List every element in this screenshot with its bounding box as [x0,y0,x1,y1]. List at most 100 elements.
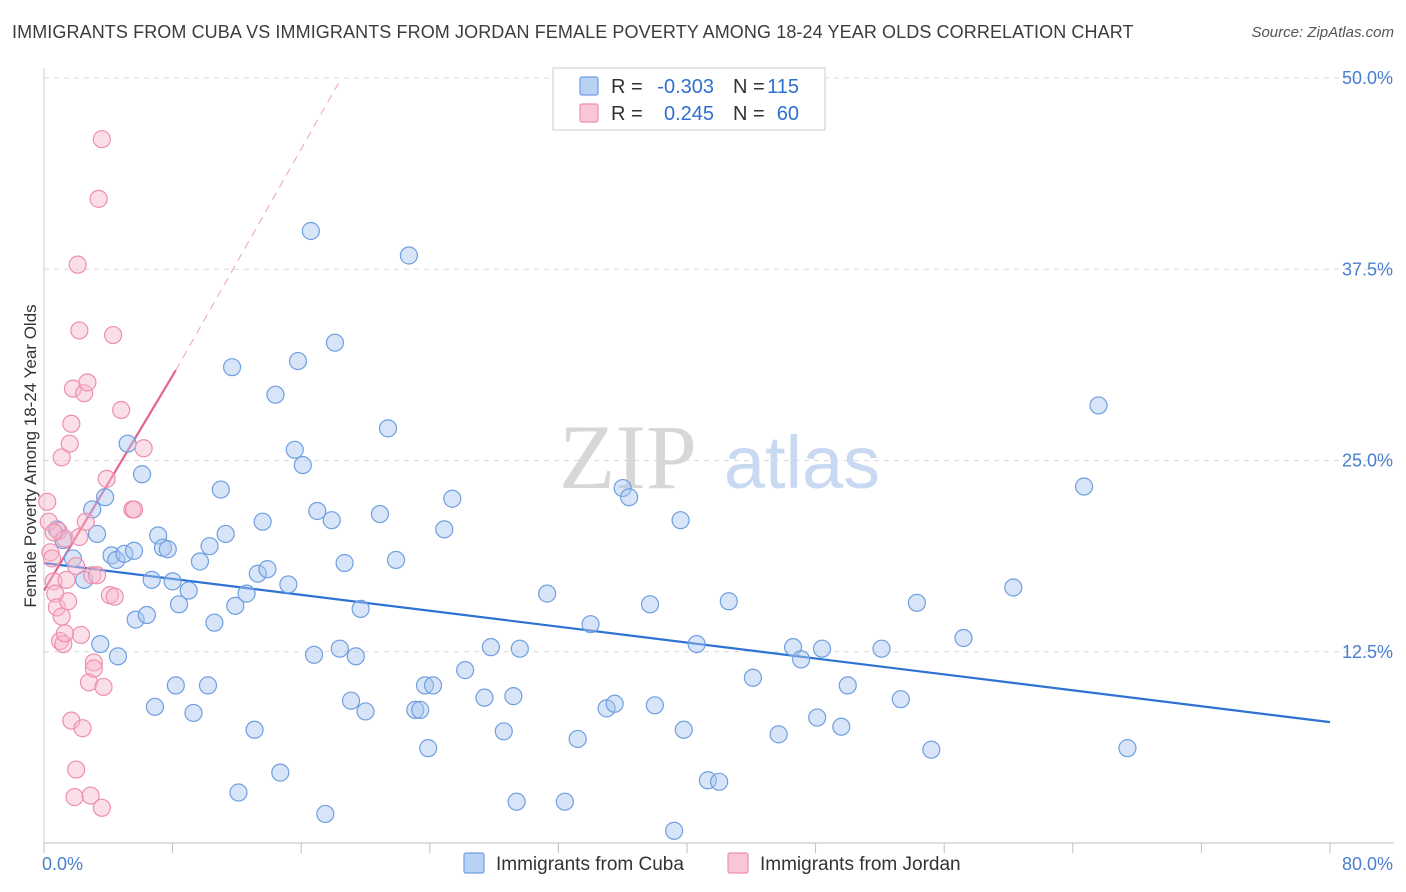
data-points [38,130,1137,840]
legend-n-value-cuba: 115 [767,76,799,98]
cuba-point-39 [253,512,272,531]
cuba-point-90 [687,634,706,654]
cuba-point-55 [341,691,361,710]
jordan-point-25 [73,719,92,738]
cuba-point-25 [179,581,198,600]
x-tick-label-max: 80.0% [1342,854,1393,874]
cuba-point-14 [126,610,145,629]
cuba-trend-line [43,561,1331,724]
cuba-point-76 [510,639,529,658]
cuba-point-59 [370,504,390,524]
cuba-point-100 [832,717,851,736]
cuba-point-29 [200,537,219,556]
cuba-point-11 [118,434,137,453]
cuba-point-62 [399,246,419,265]
series-legend-label-cuba: Immigrants from Cuba [496,854,684,875]
cuba-point-79 [568,729,587,749]
jordan-point-20 [67,760,86,779]
cuba-point-73 [494,722,513,741]
cuba-point-31 [211,480,230,499]
jordan-point-41 [105,587,124,606]
trend-lines [43,77,1331,724]
series-legend-swatch-cuba [463,852,485,874]
cuba-point-105 [922,740,941,759]
jordan-point-16 [62,414,81,433]
jordan-point-37 [94,677,113,697]
jordan-point-48 [55,624,74,643]
cuba-point-61 [386,550,406,570]
cuba-point-44 [285,440,304,459]
source-note: Source: ZipAtlas.com [1251,24,1394,41]
y-tick-label-2: 37.5% [1342,259,1393,279]
cuba-point-110 [1118,739,1137,758]
jordan-point-30 [81,786,100,805]
y-tick-label-1: 25.0% [1342,451,1393,471]
cuba-point-70 [456,661,475,680]
cuba-point-80 [581,615,600,634]
cuba-point-102 [872,639,891,658]
jordan-point-44 [124,500,144,519]
cuba-point-94 [743,668,763,687]
jordan-point-10 [52,607,71,626]
jordan-point-14 [59,592,78,611]
jordan-point-26 [75,384,94,403]
legend-swatch-cuba [579,76,599,96]
cuba-point-66 [419,739,438,758]
cuba-point-53 [330,639,349,658]
cuba-point-85 [640,595,660,614]
jordan-point-31 [83,566,102,585]
cuba-point-49 [308,501,327,521]
jordan-point-1 [39,512,58,531]
cuba-point-77 [538,584,557,603]
legend-r-value-cuba: -0.303 [657,76,714,98]
cuba-point-37 [245,720,264,739]
jordan-point-35 [89,189,108,208]
jordan-point-34 [87,566,107,585]
cuba-point-93 [719,592,738,611]
correlation-legend: R = -0.303 N = 115 R = 0.245 N = 60 [552,67,826,131]
cuba-point-43 [279,575,298,594]
jordan-point-15 [60,434,79,453]
y-tick-label-0: 12.5% [1342,642,1393,662]
legend-r-label-jordan: R = [611,103,643,125]
jordan-point-6 [47,598,66,617]
cuba-point-18 [145,697,165,716]
cuba-point-72 [481,638,500,657]
cuba-point-21 [158,540,177,559]
cuba-point-58 [356,702,375,721]
jordan-point-19 [65,787,84,807]
cuba-point-47 [301,221,320,241]
cuba-point-103 [891,690,910,709]
jordan-point-28 [78,373,97,392]
cuba-point-32 [216,524,235,544]
cuba-point-17 [142,570,161,589]
y-tick-label-3: 50.0% [1342,68,1393,88]
y-axis-title: Female Poverty Among 18-24 Year Olds [21,304,40,607]
cuba-point-78 [555,792,574,811]
jordan-point-3 [42,549,62,568]
jordan-point-9 [52,448,71,467]
jordan-point-40 [104,325,123,345]
watermark-atlas: atlas [724,421,880,504]
cuba-point-45 [288,351,308,371]
jordan-point-47 [44,523,63,542]
jordan-point-12 [55,529,74,548]
cuba-point-97 [792,650,811,669]
cuba-point-83 [613,478,632,498]
axes [43,68,1394,853]
cuba-point-13 [124,541,144,560]
cuba-point-99 [812,639,832,658]
jordan-point-29 [79,673,99,692]
series-legend: Immigrants from Cuba Immigrants from Jor… [463,852,961,875]
cuba-point-36 [237,584,256,603]
cuba-point-5 [87,524,107,544]
legend-r-value-jordan: 0.245 [664,103,714,125]
cuba-point-92 [710,772,729,791]
cuba-point-9 [91,634,110,654]
legend-swatch-jordan [579,103,599,123]
cuba-point-68 [435,520,454,539]
cuba-point-26 [184,703,203,723]
series-legend-swatch-jordan [727,852,749,874]
cuba-point-28 [198,676,218,695]
